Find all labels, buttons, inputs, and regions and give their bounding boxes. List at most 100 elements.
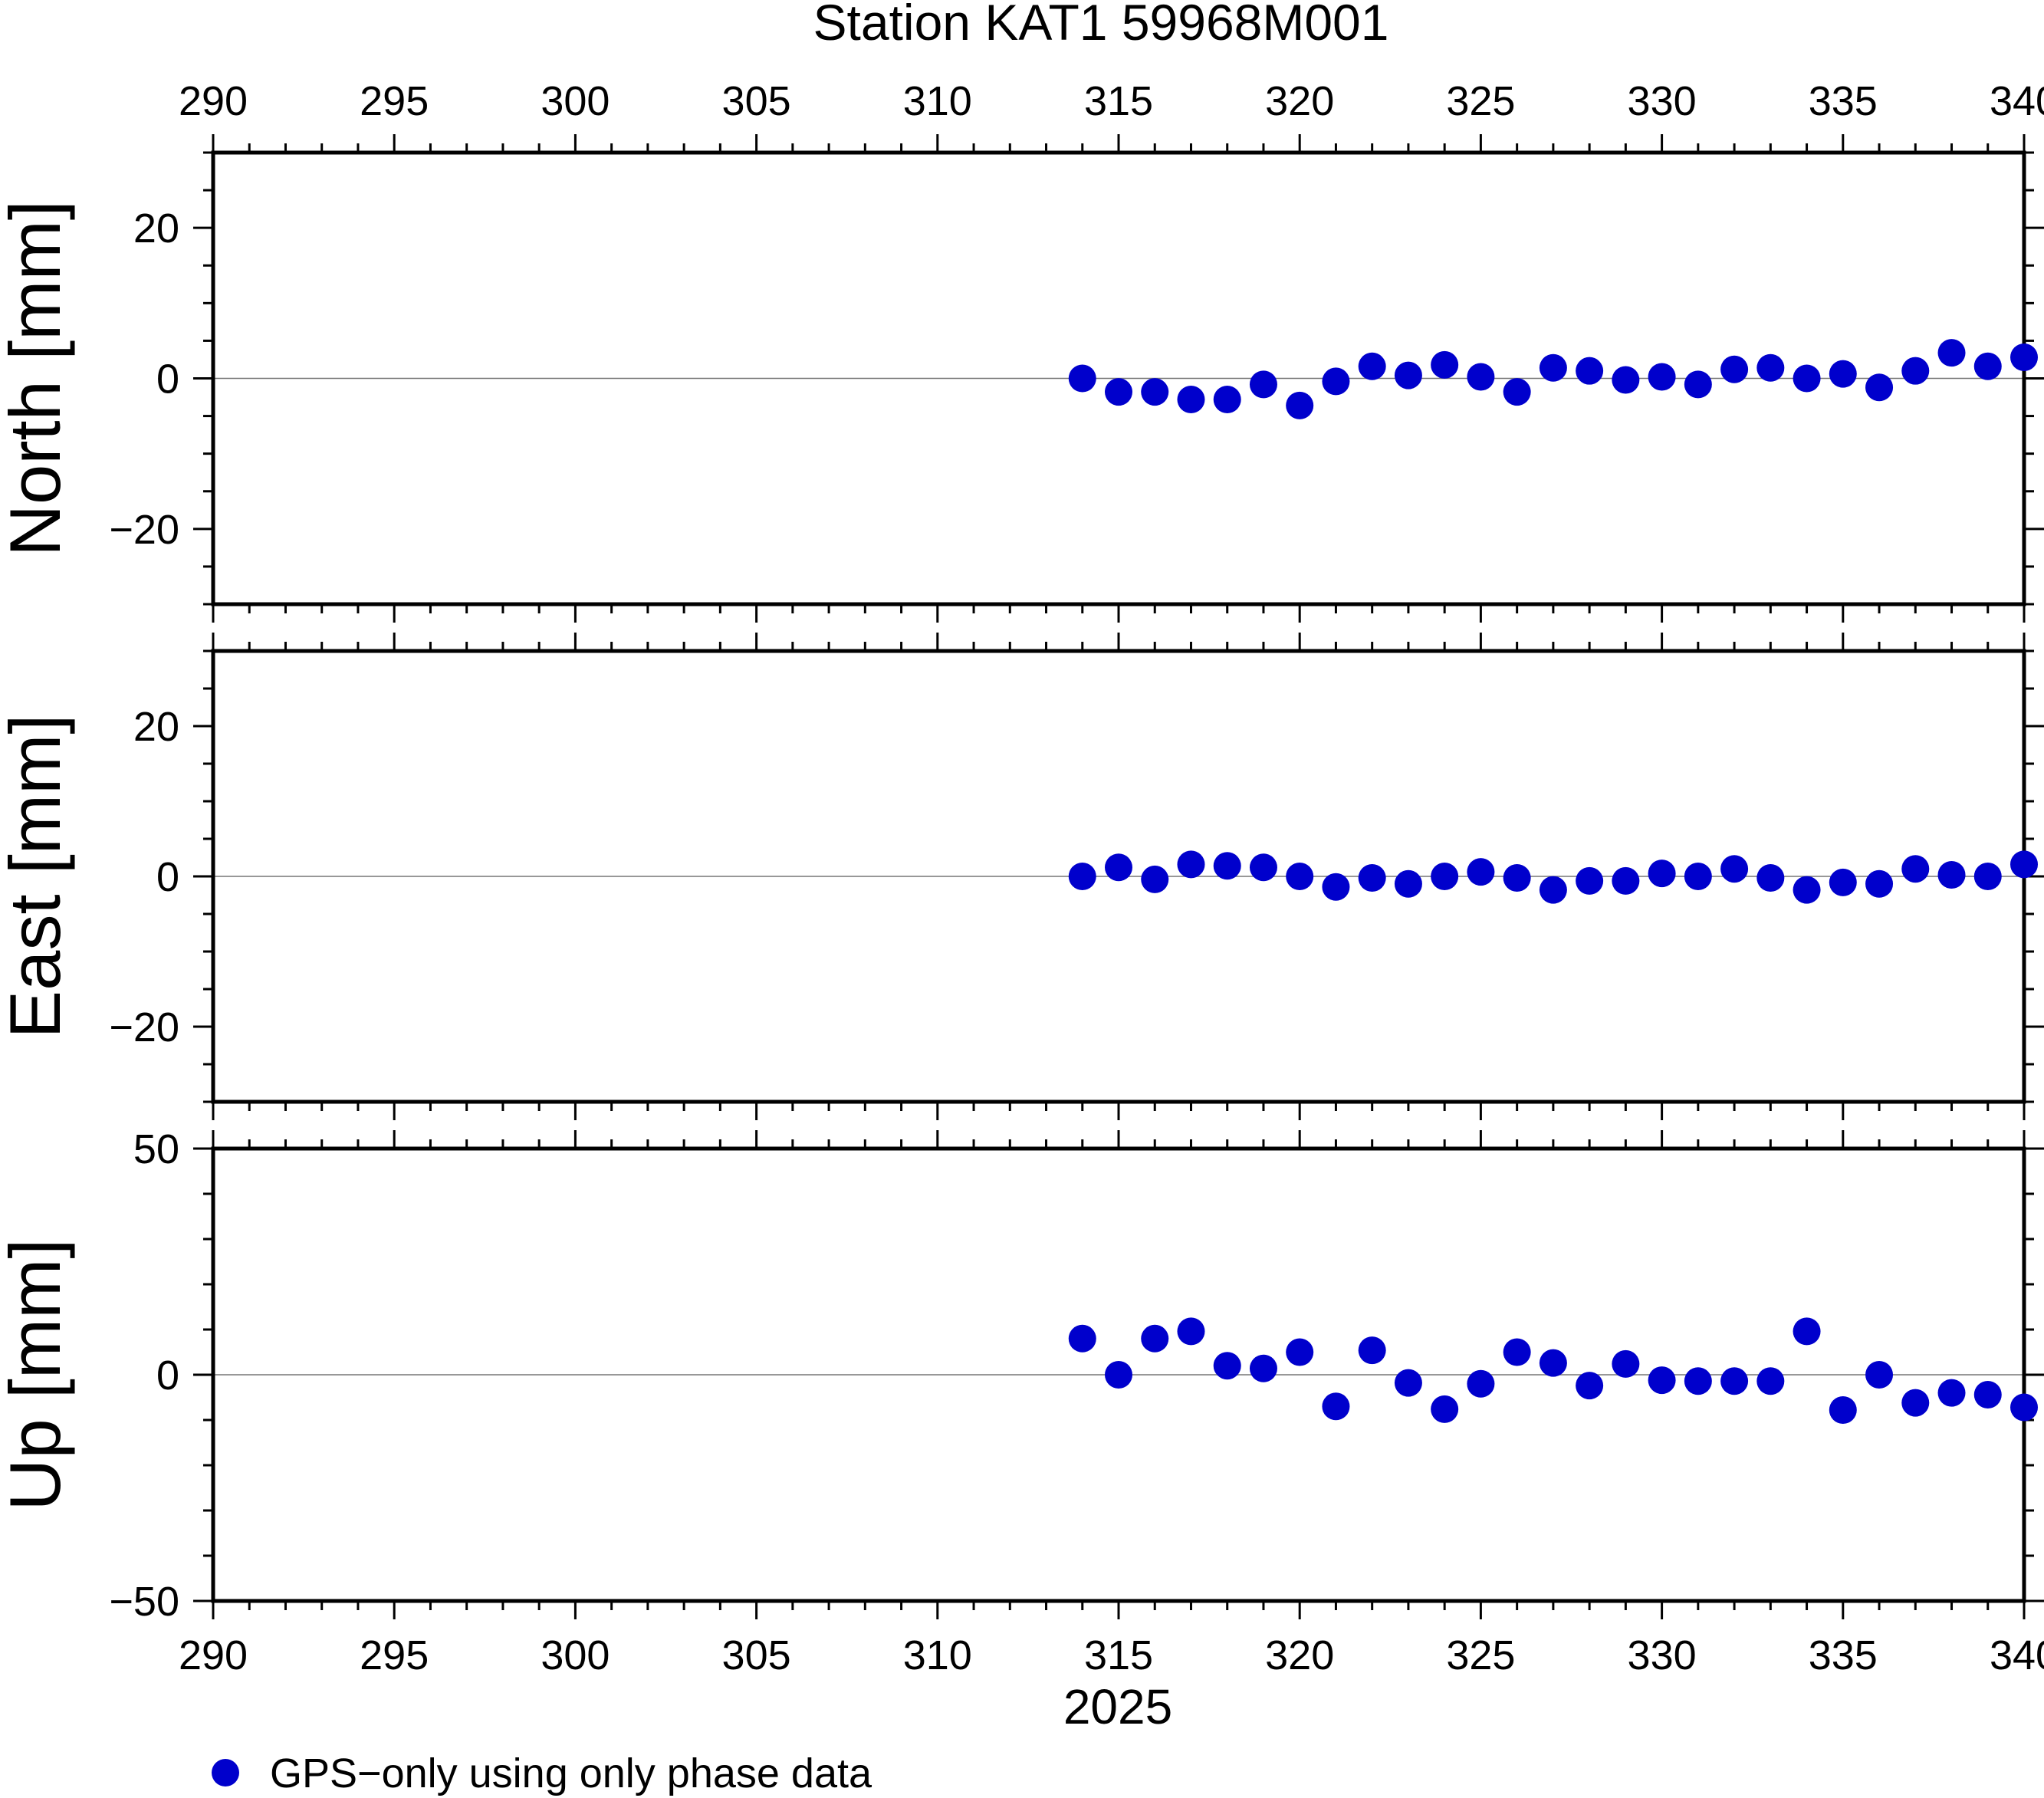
data-point	[1648, 1366, 1676, 1395]
data-point	[1937, 861, 1966, 889]
data-point	[1358, 863, 1386, 892]
data-point	[1684, 863, 1712, 890]
data-point	[1901, 855, 1930, 883]
x-tick-label-bottom: 340	[1990, 1632, 2044, 1678]
data-point	[1576, 1372, 1604, 1400]
y-axis-label: East [mm]	[0, 714, 75, 1038]
chart-title: Station KAT1 59968M001	[813, 0, 1389, 51]
axes-layer: −20 0 20 North [mm] −20 0 20 East [mm] −50 0 50 Up …	[0, 78, 2044, 1678]
data-point	[1177, 850, 1205, 879]
y-tick-label: 0	[156, 1353, 179, 1399]
data-point	[1793, 876, 1821, 904]
data-point	[1431, 350, 1459, 379]
data-point	[1394, 1369, 1422, 1397]
data-point	[1973, 1380, 2002, 1408]
data-point	[1286, 1338, 1314, 1366]
data-point	[1467, 858, 1495, 886]
data-point	[1322, 367, 1350, 396]
x-tick-label-top: 300	[541, 78, 610, 124]
x-tick-label-top: 315	[1084, 78, 1153, 124]
y-tick-label: 0	[156, 357, 179, 403]
x-tick-label-bottom: 320	[1265, 1632, 1334, 1678]
data-point	[1177, 1317, 1205, 1346]
x-tick-label-top: 290	[179, 78, 248, 124]
data-point	[1829, 868, 1857, 896]
data-point	[2010, 343, 2038, 372]
x-tick-label-top: 310	[903, 78, 972, 124]
data-point	[1865, 869, 1894, 898]
data-point	[1612, 1349, 1640, 1378]
y-tick-label: −20	[109, 507, 179, 553]
data-point	[1973, 863, 2002, 890]
data-point	[1467, 1369, 1495, 1398]
data-point	[1286, 391, 1314, 419]
data-point	[1105, 1361, 1132, 1389]
data-point	[1793, 1317, 1821, 1346]
data-point	[1576, 866, 1604, 895]
data-point	[1141, 865, 1169, 893]
data-point	[2010, 850, 2038, 879]
data-point	[1322, 1392, 1350, 1421]
data-point	[1068, 364, 1096, 393]
x-tick-label-top: 335	[1809, 78, 1878, 124]
x-tick-label-top: 330	[1628, 78, 1697, 124]
data-point	[1793, 364, 1821, 393]
x-tick-label-bottom: 325	[1446, 1632, 1515, 1678]
data-point	[1539, 1349, 1567, 1377]
x-tick-label-bottom: 310	[903, 1632, 972, 1678]
data-point	[1684, 1367, 1712, 1395]
x-tick-label-bottom: 330	[1628, 1632, 1697, 1678]
data-point	[1249, 853, 1277, 882]
data-points-layer	[1068, 339, 2038, 1425]
data-point	[1249, 1354, 1277, 1382]
data-point	[1105, 378, 1132, 406]
data-point	[1756, 1367, 1785, 1395]
y-axis-label: North [mm]	[0, 200, 75, 557]
legend-label: GPS−only using only phase data	[270, 1750, 872, 1796]
x-tick-label-bottom: 315	[1084, 1632, 1153, 1678]
data-point	[1358, 352, 1386, 380]
data-point	[1503, 378, 1531, 406]
x-tick-label-bottom: 305	[722, 1632, 791, 1678]
data-point	[1249, 370, 1277, 399]
x-tick-label-bottom: 295	[360, 1632, 429, 1678]
x-tick-label-top: 340	[1990, 78, 2044, 124]
x-tick-label-bottom: 300	[541, 1632, 610, 1678]
data-point	[1973, 352, 2002, 380]
y-tick-label: 20	[133, 205, 179, 251]
x-axis-label: 2025	[1063, 1679, 1172, 1734]
data-point	[1865, 373, 1894, 402]
y-tick-label: 50	[133, 1126, 179, 1172]
legend: GPS−only using only phase data	[212, 1750, 872, 1796]
data-point	[1829, 360, 1857, 388]
x-tick-label-bottom: 335	[1809, 1632, 1878, 1678]
data-point	[1612, 366, 1640, 394]
data-point	[1539, 353, 1567, 382]
data-point	[1141, 1324, 1169, 1353]
data-point	[1431, 863, 1459, 890]
data-point	[2010, 1393, 2038, 1422]
data-point	[1829, 1396, 1857, 1425]
data-point	[1068, 863, 1096, 890]
data-point	[1865, 1361, 1894, 1389]
data-point	[1756, 353, 1785, 382]
data-point	[1937, 1379, 1966, 1407]
data-point	[1213, 1352, 1241, 1380]
x-tick-label-top: 295	[360, 78, 429, 124]
data-point	[1394, 361, 1422, 390]
data-point	[1720, 1367, 1749, 1395]
x-tick-label-top: 325	[1446, 78, 1515, 124]
data-point	[1720, 855, 1749, 883]
x-tick-label-bottom: 290	[179, 1632, 248, 1678]
x-tick-label-top: 320	[1265, 78, 1334, 124]
data-point	[1503, 863, 1531, 892]
y-axis-label: Up [mm]	[0, 1238, 75, 1510]
y-tick-label: −20	[109, 1004, 179, 1050]
data-point	[1648, 860, 1676, 888]
data-point	[1394, 869, 1422, 898]
data-point	[1720, 355, 1749, 383]
data-point	[1358, 1336, 1386, 1365]
y-tick-label: −50	[109, 1579, 179, 1625]
data-point	[1684, 370, 1712, 399]
